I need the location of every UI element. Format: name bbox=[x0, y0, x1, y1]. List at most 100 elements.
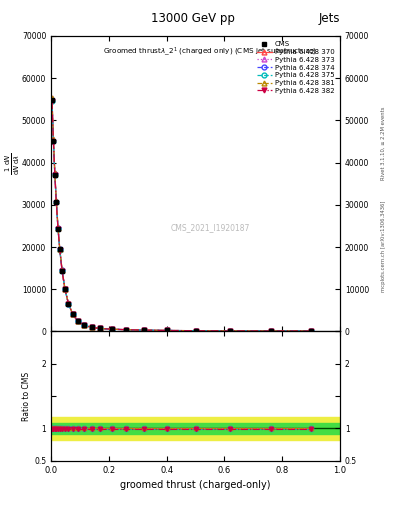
Text: Jets: Jets bbox=[318, 12, 340, 25]
Pythia 6.428 381 bbox=[57, 246, 62, 252]
Text: CMS_2021_I1920187: CMS_2021_I1920187 bbox=[170, 224, 250, 232]
CMS bbox=[51, 138, 56, 144]
Line: Pythia 6.428 374: Pythia 6.428 374 bbox=[50, 97, 314, 333]
Pythia 6.428 375 bbox=[60, 268, 64, 274]
Y-axis label: Ratio to CMS: Ratio to CMS bbox=[22, 372, 31, 421]
Pythia 6.428 381 bbox=[98, 325, 103, 331]
Pythia 6.428 374 bbox=[62, 286, 67, 292]
Pythia 6.428 375 bbox=[141, 327, 146, 333]
Pythia 6.428 375 bbox=[109, 326, 114, 332]
Pythia 6.428 381 bbox=[141, 327, 146, 333]
CMS bbox=[70, 311, 75, 317]
Pythia 6.428 373 bbox=[60, 267, 64, 273]
Pythia 6.428 382 bbox=[228, 328, 233, 334]
Line: Pythia 6.428 381: Pythia 6.428 381 bbox=[50, 95, 314, 333]
Pythia 6.428 373 bbox=[228, 328, 233, 334]
Line: Pythia 6.428 370: Pythia 6.428 370 bbox=[50, 96, 314, 333]
Pythia 6.428 375 bbox=[70, 311, 75, 317]
CMS bbox=[89, 324, 94, 330]
Pythia 6.428 381 bbox=[82, 322, 87, 328]
CMS bbox=[164, 327, 169, 333]
Pythia 6.428 375 bbox=[75, 318, 80, 325]
Pythia 6.428 373 bbox=[54, 198, 59, 204]
Pythia 6.428 375 bbox=[82, 322, 87, 328]
Pythia 6.428 374 bbox=[268, 328, 273, 334]
Pythia 6.428 381 bbox=[70, 311, 75, 317]
Pythia 6.428 381 bbox=[62, 286, 67, 292]
Pythia 6.428 374 bbox=[193, 328, 198, 334]
Line: Pythia 6.428 373: Pythia 6.428 373 bbox=[50, 96, 314, 333]
CMS bbox=[75, 318, 80, 324]
X-axis label: groomed thrust (charged-only): groomed thrust (charged-only) bbox=[120, 480, 271, 490]
Pythia 6.428 381 bbox=[66, 300, 71, 306]
Pythia 6.428 373 bbox=[57, 246, 62, 252]
Pythia 6.428 373 bbox=[141, 327, 146, 333]
CMS bbox=[268, 328, 273, 334]
Pythia 6.428 381 bbox=[60, 267, 64, 273]
Pythia 6.428 375 bbox=[89, 324, 94, 330]
Pythia 6.428 370 bbox=[98, 326, 103, 332]
Pythia 6.428 370 bbox=[70, 311, 75, 317]
Pythia 6.428 375 bbox=[62, 286, 67, 292]
Pythia 6.428 382 bbox=[164, 327, 169, 333]
Pythia 6.428 370 bbox=[62, 286, 67, 292]
Pythia 6.428 375 bbox=[193, 328, 198, 334]
CMS bbox=[309, 328, 314, 334]
Bar bbox=[51, 422, 340, 434]
Pythia 6.428 374 bbox=[141, 327, 146, 333]
Pythia 6.428 375 bbox=[164, 327, 169, 333]
Line: Pythia 6.428 375: Pythia 6.428 375 bbox=[50, 98, 314, 333]
Pythia 6.428 373 bbox=[70, 311, 75, 317]
Pythia 6.428 370 bbox=[164, 327, 169, 333]
Pythia 6.428 370 bbox=[309, 328, 314, 334]
CMS bbox=[82, 322, 87, 328]
Pythia 6.428 374 bbox=[75, 318, 80, 324]
Pythia 6.428 374 bbox=[109, 326, 114, 332]
Pythia 6.428 374 bbox=[56, 225, 61, 231]
Pythia 6.428 382 bbox=[109, 326, 114, 332]
Pythia 6.428 370 bbox=[82, 322, 87, 328]
Line: CMS: CMS bbox=[50, 98, 314, 333]
Pythia 6.428 370 bbox=[268, 328, 273, 334]
Pythia 6.428 382 bbox=[268, 328, 273, 334]
Pythia 6.428 382 bbox=[98, 326, 103, 332]
Pythia 6.428 374 bbox=[124, 327, 129, 333]
Pythia 6.428 375 bbox=[54, 199, 59, 205]
CMS bbox=[57, 246, 62, 252]
Pythia 6.428 370 bbox=[57, 246, 62, 252]
Pythia 6.428 375 bbox=[98, 326, 103, 332]
Pythia 6.428 381 bbox=[54, 198, 59, 204]
Text: mcplots.cern.ch [arXiv:1306.3436]: mcplots.cern.ch [arXiv:1306.3436] bbox=[381, 200, 386, 291]
Pythia 6.428 382 bbox=[51, 139, 56, 145]
Pythia 6.428 382 bbox=[309, 328, 314, 334]
Pythia 6.428 370 bbox=[193, 328, 198, 334]
Legend: CMS, Pythia 6.428 370, Pythia 6.428 373, Pythia 6.428 374, Pythia 6.428 375, Pyt: CMS, Pythia 6.428 370, Pythia 6.428 373,… bbox=[255, 39, 336, 96]
Pythia 6.428 374 bbox=[66, 301, 71, 307]
Pythia 6.428 382 bbox=[56, 226, 61, 232]
CMS bbox=[54, 199, 59, 205]
Pythia 6.428 381 bbox=[51, 136, 56, 142]
Pythia 6.428 382 bbox=[75, 318, 80, 325]
Text: Rivet 3.1.10, ≥ 2.2M events: Rivet 3.1.10, ≥ 2.2M events bbox=[381, 106, 386, 180]
Pythia 6.428 374 bbox=[53, 171, 57, 177]
Pythia 6.428 382 bbox=[124, 327, 129, 333]
Pythia 6.428 382 bbox=[50, 98, 54, 104]
Pythia 6.428 370 bbox=[51, 137, 56, 143]
Pythia 6.428 381 bbox=[56, 224, 61, 230]
Pythia 6.428 374 bbox=[309, 328, 314, 334]
Pythia 6.428 375 bbox=[124, 327, 129, 333]
Pythia 6.428 373 bbox=[98, 326, 103, 332]
Pythia 6.428 373 bbox=[124, 327, 129, 333]
CMS bbox=[60, 267, 64, 273]
Bar bbox=[51, 417, 340, 440]
Pythia 6.428 375 bbox=[57, 246, 62, 252]
Pythia 6.428 370 bbox=[109, 326, 114, 332]
Pythia 6.428 375 bbox=[56, 226, 61, 232]
Pythia 6.428 375 bbox=[53, 172, 57, 178]
Pythia 6.428 374 bbox=[57, 246, 62, 252]
Pythia 6.428 370 bbox=[124, 327, 129, 333]
Pythia 6.428 375 bbox=[268, 328, 273, 334]
Pythia 6.428 374 bbox=[228, 328, 233, 334]
Pythia 6.428 381 bbox=[193, 328, 198, 334]
Pythia 6.428 374 bbox=[54, 199, 59, 205]
